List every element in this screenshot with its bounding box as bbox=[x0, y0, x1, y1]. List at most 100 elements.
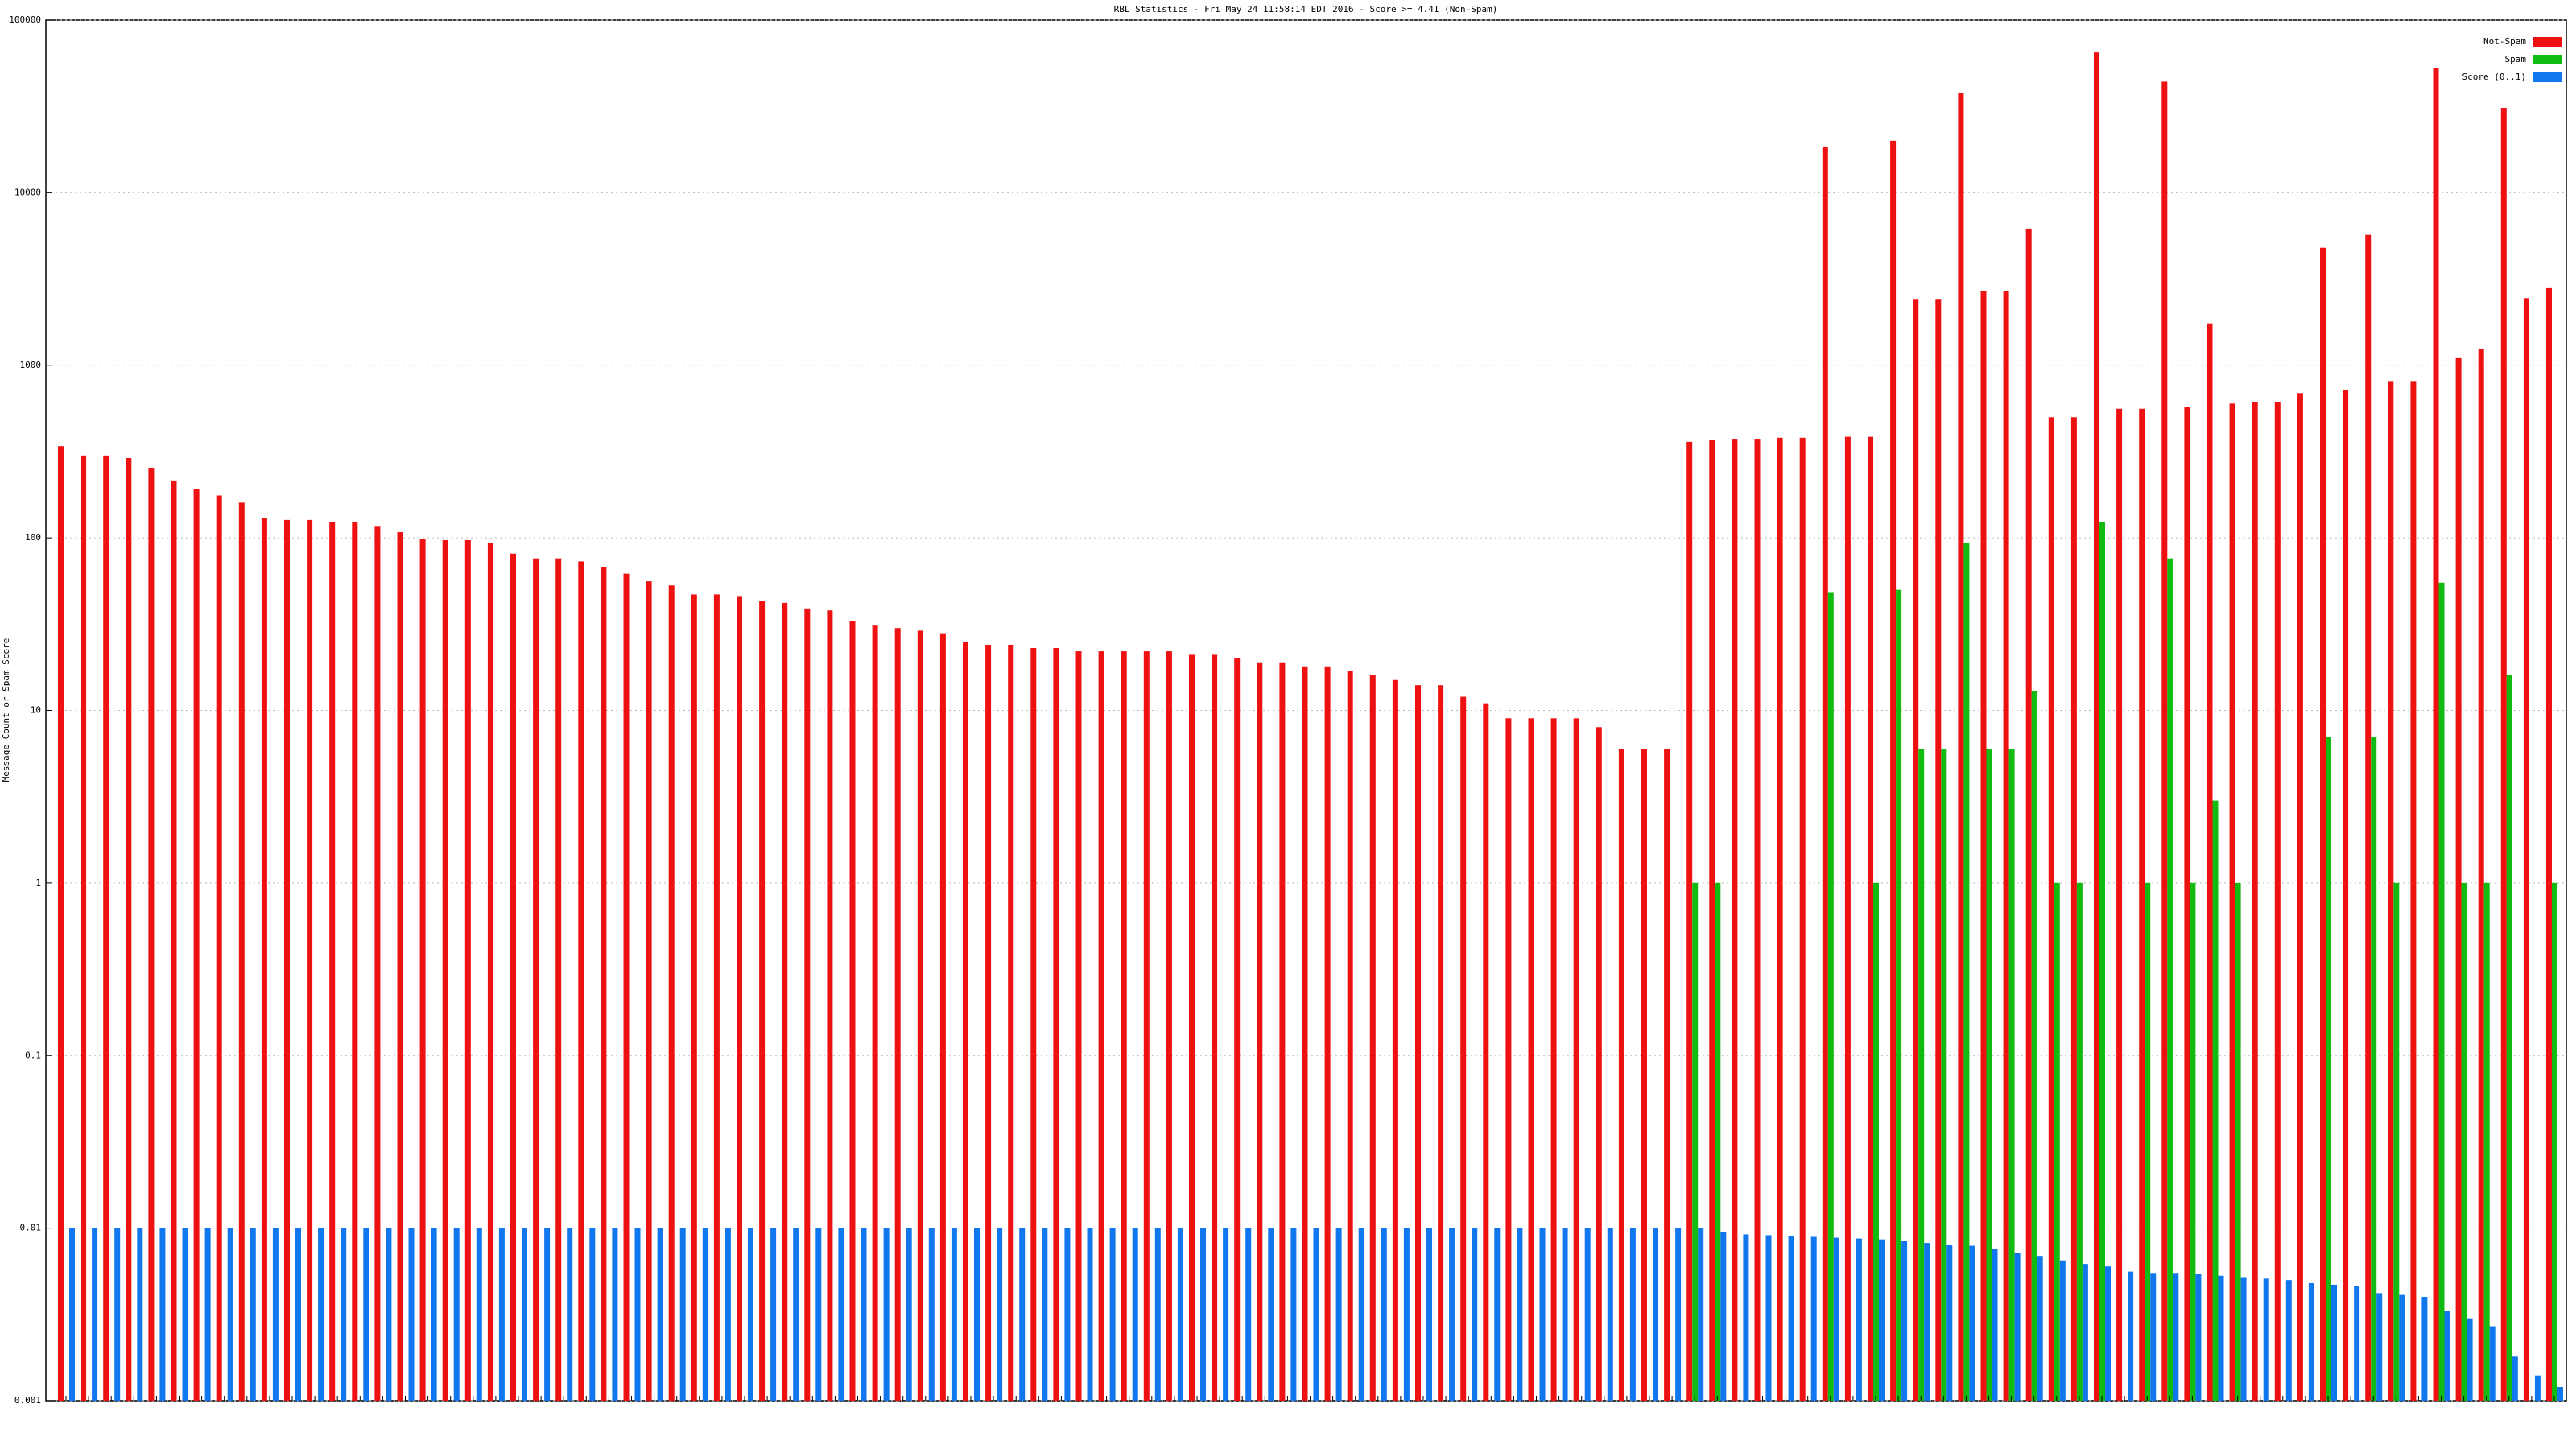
bar bbox=[2546, 287, 2552, 1401]
bar bbox=[510, 553, 516, 1401]
bar bbox=[1426, 1228, 1432, 1401]
bar bbox=[1664, 749, 1670, 1401]
bar bbox=[2190, 882, 2196, 1401]
bar bbox=[126, 457, 132, 1401]
bar bbox=[1166, 651, 1172, 1401]
bar bbox=[724, 1228, 731, 1401]
bar bbox=[1986, 749, 1992, 1401]
bar bbox=[1154, 1228, 1161, 1401]
bar bbox=[2500, 108, 2507, 1402]
bar bbox=[2054, 882, 2060, 1401]
bar bbox=[2376, 1293, 2383, 1401]
bar bbox=[2094, 52, 2099, 1402]
bar bbox=[442, 539, 448, 1401]
bar bbox=[2326, 737, 2331, 1401]
bar bbox=[567, 1228, 573, 1401]
bar bbox=[1335, 1228, 1342, 1401]
bar bbox=[216, 495, 222, 1402]
bar bbox=[1827, 592, 1834, 1401]
bar bbox=[668, 585, 675, 1401]
y-tick-label: 0.001 bbox=[14, 1395, 41, 1406]
y-tick-label: 100000 bbox=[9, 14, 41, 25]
bar bbox=[623, 573, 630, 1401]
bar bbox=[58, 446, 64, 1401]
bar bbox=[2252, 402, 2258, 1401]
bar bbox=[1799, 437, 1806, 1401]
bar bbox=[374, 526, 381, 1401]
bar bbox=[2105, 1266, 2111, 1401]
bar bbox=[1257, 662, 1263, 1401]
bar bbox=[2059, 1260, 2066, 1401]
bar bbox=[2557, 1387, 2563, 1401]
bar bbox=[2308, 1282, 2314, 1401]
bar bbox=[2082, 1264, 2088, 1401]
bar bbox=[2399, 1294, 2405, 1401]
bar bbox=[1607, 1228, 1613, 1401]
bar bbox=[951, 1228, 957, 1401]
bar bbox=[227, 1228, 233, 1401]
bar bbox=[974, 1228, 980, 1401]
bar bbox=[2523, 298, 2529, 1401]
bar bbox=[2195, 1274, 2202, 1401]
bar bbox=[1890, 140, 1897, 1402]
bar bbox=[928, 1228, 935, 1401]
bar bbox=[250, 1228, 256, 1401]
legend-swatch bbox=[2533, 72, 2562, 82]
bar bbox=[2365, 234, 2372, 1401]
bar bbox=[838, 1228, 844, 1401]
bar bbox=[1121, 651, 1127, 1401]
bar bbox=[1822, 147, 1828, 1401]
bar bbox=[1313, 1228, 1319, 1401]
bar bbox=[1212, 654, 1218, 1401]
bar bbox=[2285, 1280, 2292, 1401]
bar bbox=[2478, 348, 2484, 1402]
bar bbox=[1879, 1239, 1885, 1401]
bar bbox=[1873, 882, 1879, 1401]
bar bbox=[318, 1228, 324, 1401]
y-tick-label: 0.01 bbox=[20, 1223, 42, 1233]
bar bbox=[1505, 718, 1512, 1401]
bar bbox=[1539, 1228, 1546, 1401]
bar bbox=[386, 1228, 392, 1401]
bar bbox=[646, 581, 652, 1401]
bar bbox=[1958, 93, 1964, 1402]
bar bbox=[2331, 1284, 2337, 1401]
bar bbox=[2421, 1296, 2428, 1401]
bar bbox=[476, 1228, 482, 1401]
bar bbox=[1720, 1232, 1727, 1401]
bar bbox=[578, 561, 584, 1401]
bar bbox=[2297, 393, 2303, 1401]
bar bbox=[80, 455, 87, 1402]
bar bbox=[329, 522, 336, 1402]
bar bbox=[1460, 696, 1467, 1401]
bar bbox=[1143, 651, 1150, 1401]
bar bbox=[1969, 1245, 1975, 1401]
bar bbox=[307, 519, 313, 1401]
bar bbox=[2128, 1271, 2134, 1401]
bar bbox=[261, 518, 267, 1401]
bar bbox=[1856, 1238, 1862, 1401]
bar bbox=[1347, 671, 1353, 1401]
bar bbox=[363, 1228, 369, 1401]
bar bbox=[589, 1228, 596, 1401]
bar bbox=[770, 1228, 777, 1401]
y-tick-label: 10000 bbox=[14, 187, 41, 197]
bar bbox=[1918, 749, 1925, 1401]
bar bbox=[1765, 1235, 1772, 1401]
bar bbox=[2371, 737, 2377, 1401]
bar bbox=[1550, 718, 1557, 1401]
bar bbox=[1596, 727, 1602, 1401]
bar bbox=[1618, 749, 1624, 1401]
bar bbox=[737, 596, 742, 1401]
bar bbox=[1245, 1228, 1252, 1401]
bar bbox=[1053, 647, 1059, 1401]
bar bbox=[2139, 408, 2145, 1401]
bar bbox=[1941, 749, 1947, 1401]
bar bbox=[2145, 882, 2151, 1401]
bar bbox=[1381, 1228, 1387, 1401]
bar bbox=[2512, 1356, 2518, 1401]
bar bbox=[1042, 1228, 1048, 1401]
bar bbox=[1223, 1228, 1229, 1401]
bar bbox=[782, 602, 788, 1401]
bar bbox=[906, 1228, 912, 1401]
